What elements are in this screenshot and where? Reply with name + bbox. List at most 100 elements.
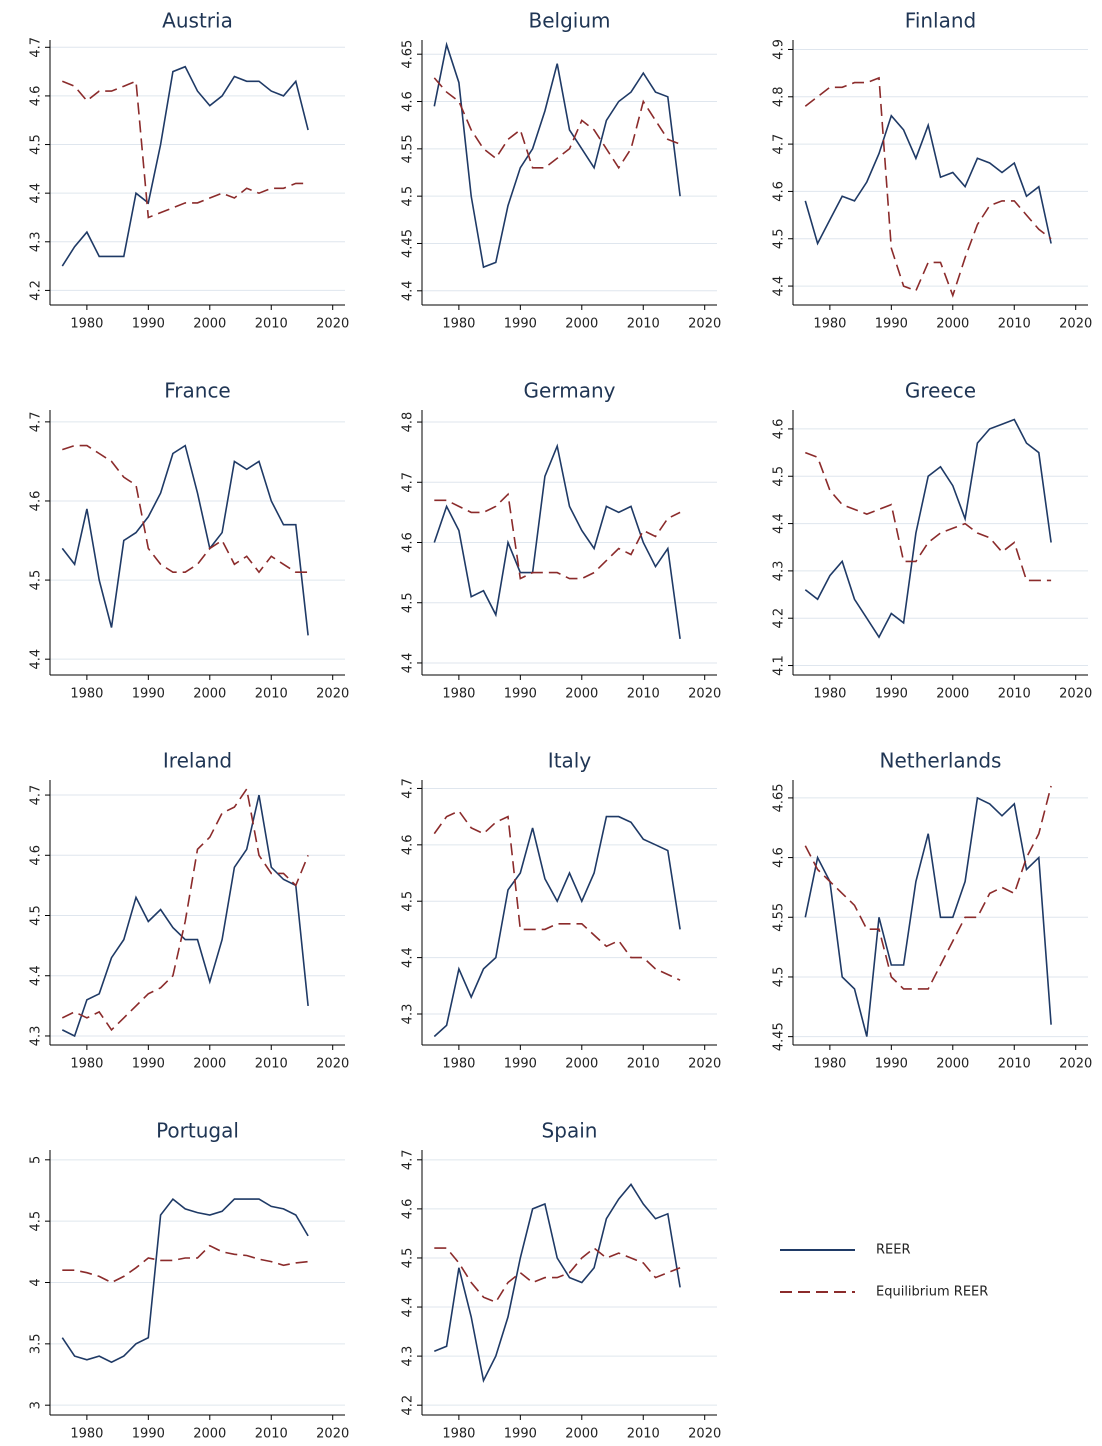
series-line [62,444,309,574]
x-tick-label: 2020 [688,687,721,702]
y-tick-label: 4.7 [401,778,416,799]
x-tick-label: 2020 [688,1057,721,1072]
x-tick-label: 2010 [255,1057,288,1072]
y-tick-label: 4.6 [29,491,44,512]
y-tick-label: 4.3 [772,561,787,582]
x-tick-label: 1990 [132,1427,165,1442]
x-tick-label: 2020 [688,1427,721,1442]
series-line [434,1247,681,1304]
x-tick-label: 2020 [316,1057,349,1072]
x-tick-label: 1990 [504,687,537,702]
panel-title: Belgium [529,9,611,33]
y-tick-label: 4.5 [401,1248,416,1269]
y-tick-label: 4.4 [401,280,416,301]
y-tick-label: 4.45 [401,229,416,258]
x-tick-label: 1980 [813,1057,846,1072]
series-line [433,41,681,269]
x-tick-label: 2020 [316,317,349,332]
x-tick-label: 2020 [316,687,349,702]
y-tick-label: 4.6 [401,532,416,553]
y-tick-label: 4.55 [772,903,787,932]
y-tick-label: 4.6 [772,847,787,868]
series-line [433,810,681,981]
x-tick-label: 2000 [936,317,969,332]
x-tick-label: 2000 [193,1427,226,1442]
y-tick-label: 4.4 [772,276,787,297]
panel: Ireland 4.3 4.4 4.5 4.6 4.7 1980 1990 2000 2010 20… [29,749,350,1072]
panel-title: Finland [905,9,976,33]
y-tick-label: 4.6 [772,181,787,202]
x-tick-label: 1980 [70,1427,103,1442]
x-tick-label: 1990 [875,687,908,702]
x-tick-label: 1980 [813,687,846,702]
x-tick-label: 1980 [70,1057,103,1072]
y-tick-label: 4.6 [401,1199,416,1220]
y-tick-label: 4.4 [401,947,416,968]
x-tick-label: 2010 [255,687,288,702]
y-tick-label: 4.4 [772,513,787,534]
y-tick-label: 4.3 [29,231,44,252]
x-tick-label: 2010 [627,1057,660,1072]
x-tick-label: 1980 [70,687,103,702]
x-tick-label: 2010 [998,1057,1031,1072]
x-tick-label: 2020 [1059,317,1092,332]
y-tick-label: 4.6 [401,834,416,855]
y-tick-label: 4.7 [401,1149,416,1170]
y-tick-label: 4 [29,1278,44,1286]
series-line [804,418,1052,639]
series-line [61,794,309,1038]
y-tick-label: 4.1 [772,655,787,676]
x-tick-label: 1980 [442,317,475,332]
panel: Austria 4.2 4.3 4.4 4.5 4.6 4.7 1980 1990 2000 201… [29,9,350,332]
y-tick-label: 4.9 [772,39,787,60]
x-tick-label: 2020 [688,317,721,332]
y-tick-label: 4.4 [401,653,416,674]
y-tick-label: 4.6 [401,91,416,112]
y-tick-label: 4.5 [772,967,787,988]
y-tick-label: 3.5 [29,1333,44,1354]
series-line [804,796,1052,1037]
legend: REER Equilibrium REER [780,1243,988,1300]
y-tick-label: 4.7 [29,412,44,433]
legend-label: REER [876,1243,911,1258]
y-tick-label: 4.7 [29,785,44,806]
y-tick-label: 4.5 [29,1211,44,1232]
x-tick-label: 2010 [627,1427,660,1442]
x-tick-label: 2000 [565,1427,598,1442]
y-tick-label: 4.7 [772,134,787,155]
x-tick-label: 2010 [627,317,660,332]
panel: Greece 4.1 4.2 4.3 4.4 4.5 4.6 1980 1990 2000 2010… [772,379,1093,702]
y-tick-label: 4.5 [29,134,44,155]
series-line [62,1244,309,1284]
panel-title: Netherlands [880,749,1002,773]
panel: Germany 4.4 4.5 4.6 4.7 4.8 1980 1990 2000 2010 20… [401,379,722,702]
series-line [433,815,681,1038]
panel-title: Ireland [163,749,232,773]
y-tick-label: 4.55 [401,134,416,163]
series-line [61,444,309,636]
series-line [434,492,681,580]
y-tick-label: 4.6 [29,86,44,107]
y-tick-label: 4.5 [772,228,787,249]
y-tick-label: 4.5 [772,466,787,487]
x-tick-label: 1990 [132,1057,165,1072]
panel: Belgium 4.4 4.45 4.5 4.55 4.6 4.65 1980 1990 2000… [401,9,722,332]
x-tick-label: 1990 [504,317,537,332]
series-line [61,65,309,267]
panel-title: Greece [905,379,976,403]
y-tick-label: 4.3 [401,1346,416,1367]
x-tick-label: 1990 [504,1057,537,1072]
series-line [61,1197,309,1364]
y-tick-label: 4.7 [29,37,44,58]
x-tick-label: 2010 [998,687,1031,702]
series-line [62,80,309,219]
x-tick-label: 2010 [255,1427,288,1442]
x-tick-label: 2000 [193,687,226,702]
series-line [61,786,309,1032]
x-tick-label: 2020 [316,1427,349,1442]
x-tick-label: 2020 [1059,687,1092,702]
x-tick-label: 2010 [998,317,1031,332]
panel: Netherlands 4.45 4.5 4.55 4.6 4.65 1980 1990 200… [772,749,1093,1072]
series-line [804,76,1052,298]
